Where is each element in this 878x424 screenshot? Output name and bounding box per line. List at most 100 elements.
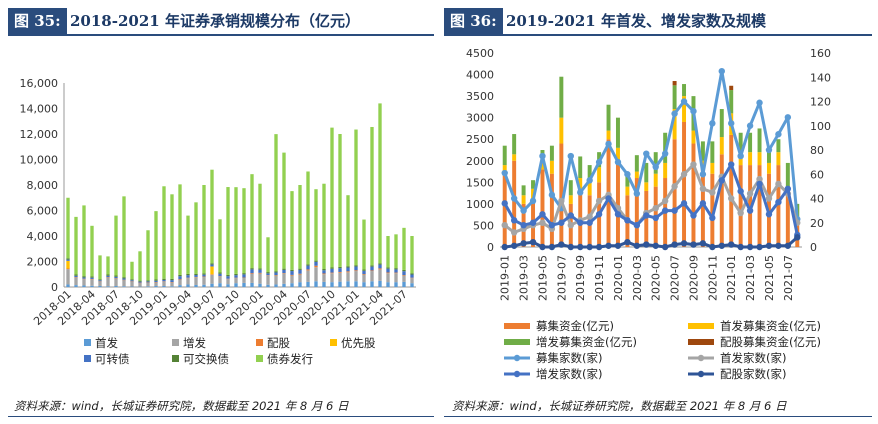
bar-segment (266, 275, 270, 276)
series-point (671, 110, 678, 117)
bar-segment (410, 274, 414, 278)
bar-segment (370, 271, 374, 282)
bar-segment (266, 237, 270, 273)
y-tick-label: 8,000 (27, 179, 59, 192)
series-point (699, 171, 707, 178)
legend-swatch (504, 323, 530, 329)
series-point (709, 214, 716, 222)
bar-segment (282, 269, 286, 274)
series-point (614, 242, 622, 249)
series-point (709, 243, 716, 251)
bar-segment (330, 267, 334, 269)
series-point (728, 241, 735, 248)
series-point (690, 212, 697, 219)
series-point (577, 219, 584, 226)
bar-segment (74, 277, 78, 286)
series-point (548, 221, 556, 229)
bar-segment (322, 281, 326, 287)
left-figure-title: 2018-2021 年证券承销规模分布（亿元） (70, 12, 360, 30)
bar-segment (186, 275, 190, 278)
series-point (614, 158, 622, 166)
bar-segment (170, 278, 174, 281)
bar-segment (218, 219, 222, 273)
series-point (728, 161, 735, 168)
bar-segment (298, 274, 302, 283)
y-tick-label: 0 (51, 281, 58, 294)
series-point (643, 212, 650, 219)
bar-segment (114, 285, 118, 287)
bar-segment (274, 134, 278, 272)
bar-segment (378, 264, 382, 269)
bar-segment (738, 154, 743, 166)
series-point (746, 190, 754, 197)
bar-segment (314, 260, 318, 262)
bar-segment (106, 286, 110, 287)
bar-segment (218, 283, 222, 287)
bar-segment (362, 273, 366, 275)
bar-segment (634, 155, 639, 172)
series-point (756, 175, 763, 183)
bar-segment (531, 180, 536, 189)
bar-segment (98, 255, 102, 280)
bar-segment (597, 167, 602, 183)
x-tick-label: 2019-09 (574, 255, 587, 301)
bar-segment (66, 268, 70, 270)
bar-segment (672, 139, 677, 247)
legend-marker (513, 370, 521, 378)
bar-segment (700, 141, 705, 161)
right-source-note: 资料来源：wind，长城证券研究院，数据截至 2021 年 8 月 6 日 (452, 399, 787, 413)
bar-segment (298, 185, 302, 269)
legend-swatch (330, 339, 337, 346)
bar-segment (354, 281, 358, 287)
bar-segment (194, 275, 198, 277)
series-point (586, 243, 593, 251)
y-tick-label: 14,000 (20, 103, 59, 116)
bar-segment (186, 215, 190, 274)
series-point (775, 198, 782, 206)
bar-segment (122, 277, 126, 279)
bar-segment (226, 279, 230, 285)
bar-segment (644, 190, 649, 247)
bar-segment (402, 275, 406, 282)
bar-segment (578, 156, 583, 179)
bar-segment (370, 281, 374, 287)
series-point (671, 183, 678, 190)
bar-segment (386, 236, 390, 268)
bar-segment (282, 283, 286, 287)
y-tick-label: 6,000 (27, 205, 59, 218)
series-point (661, 207, 669, 214)
series-point (520, 207, 527, 214)
legend-marker (697, 354, 705, 362)
right-y-tick-label: 160 (810, 47, 831, 60)
bar-segment (615, 147, 620, 163)
legend-label: 债券发行 (267, 352, 313, 366)
bar-segment (274, 272, 278, 276)
bar-segment (154, 282, 158, 286)
bar-segment (719, 109, 724, 138)
bar-segment (606, 104, 611, 131)
bar-segment (394, 269, 398, 273)
legend-label: 配股家数(家) (720, 367, 786, 381)
bar-segment (322, 274, 326, 282)
bar-segment (402, 271, 406, 276)
bar-segment (290, 191, 294, 270)
bar-segment (378, 103, 382, 264)
legend-swatch (256, 355, 263, 362)
bar-segment (250, 273, 254, 274)
series-point (595, 211, 603, 218)
bar-segment (242, 274, 246, 278)
series-point (728, 195, 735, 202)
bar-segment (202, 284, 206, 287)
bar-segment (710, 173, 715, 247)
series-point (605, 242, 612, 249)
bar-segment (738, 132, 743, 155)
bar-segment (170, 280, 174, 283)
bar-segment (298, 282, 302, 287)
bar-segment (170, 194, 174, 279)
series-point (661, 243, 669, 251)
bar-segment (710, 162, 715, 174)
bar-segment (559, 117, 564, 144)
bar-segment (330, 273, 334, 283)
bar-segment (776, 152, 781, 166)
bar-segment (282, 268, 286, 270)
